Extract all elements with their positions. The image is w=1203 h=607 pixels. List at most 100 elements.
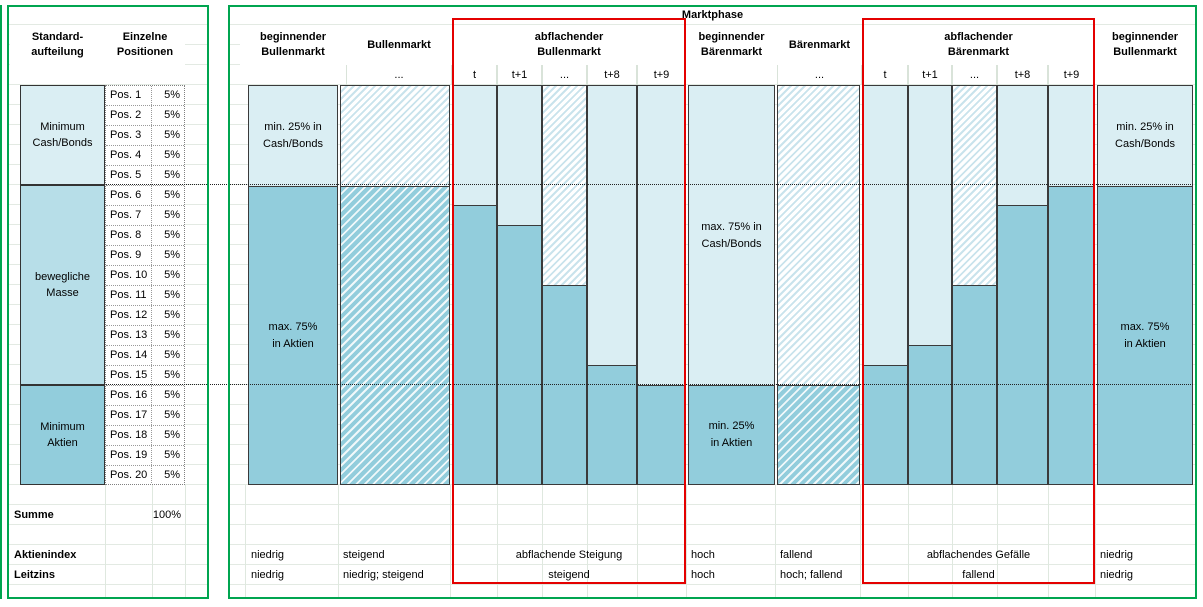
block-label-line: bewegliche <box>34 271 91 283</box>
summe-value: 100% <box>152 509 181 521</box>
position-label: Pos. 16 <box>106 386 152 405</box>
phase-header-beginnender-baerenmarkt: beginnender Bärenmarkt <box>686 25 777 65</box>
block-bewegliche-masse: bewegliche Masse <box>20 185 105 385</box>
tick-bullenmarkt-dots: ... <box>346 65 452 85</box>
vertical-gridline <box>152 485 153 598</box>
cash-bonds-segment <box>998 86 1047 205</box>
stacked-bar-abflachender-b-renmarkt <box>952 85 997 485</box>
position-value: 5% <box>164 269 180 281</box>
position-row: Pos. 1 5% <box>106 86 184 106</box>
position-label: Pos. 4 <box>106 146 152 165</box>
cash-bonds-segment <box>341 86 449 186</box>
bar-label: Cash/Bonds <box>263 138 323 150</box>
header-line: Bärenmarkt <box>788 38 851 51</box>
leitzins-row-label: Leitzins <box>14 569 55 581</box>
stacked-bar-beginnender-bullenmarkt: min. 25% in Cash/Bonds max. 75% in Aktien <box>1097 85 1193 485</box>
leitzins-value-4: hoch; fallend <box>780 569 843 581</box>
tick-bull-t9: t+9 <box>637 65 686 85</box>
position-value: 5% <box>164 389 180 401</box>
cash-bonds-segment <box>543 86 586 285</box>
cash-bonds-segment <box>588 86 636 365</box>
position-label: Pos. 15 <box>106 366 152 385</box>
tick-bull-dots: ... <box>542 65 587 85</box>
cash-bonds-segment <box>863 86 907 365</box>
vertical-gridline <box>997 485 998 598</box>
aktien-segment: min. 25% in Aktien <box>689 385 774 484</box>
position-label: Pos. 19 <box>106 446 152 465</box>
reference-line-25pct <box>106 184 1193 185</box>
tick-baer-t1: t+1 <box>908 65 952 85</box>
phase-header-beginnender-bullenmarkt-1: beginnender Bullenmarkt <box>240 25 346 65</box>
vertical-gridline <box>637 485 638 598</box>
aktien-segment <box>998 205 1047 484</box>
position-value: 5% <box>164 369 180 381</box>
vertical-gridline <box>185 485 186 598</box>
cash-bonds-segment: min. 25% in Cash/Bonds <box>249 86 337 186</box>
cash-bonds-segment <box>1049 86 1093 186</box>
block-label-line: Aktien <box>47 437 78 449</box>
stacked-bar-abflachender-b-renmarkt-t-1 <box>908 85 952 485</box>
position-row: Pos. 12 5% <box>106 306 184 326</box>
position-value: 5% <box>164 169 180 181</box>
aktien-segment <box>498 225 541 484</box>
tick-bull-t8: t+8 <box>587 65 637 85</box>
bar-label: max. 75% <box>268 320 318 333</box>
vertical-gridline <box>860 485 861 598</box>
stacked-bar-abflachender-b-renmarkt-t-8 <box>997 85 1048 485</box>
position-row: Pos. 16 5% <box>106 386 184 406</box>
position-row: Pos. 4 5% <box>106 146 184 166</box>
header-line: Bullenmarkt <box>1113 46 1177 58</box>
tick-bull-t: t <box>452 65 497 85</box>
vertical-gridline <box>245 485 246 598</box>
position-value: 5% <box>164 209 180 221</box>
position-value: 5% <box>164 149 180 161</box>
standard-aufteilung-header: Standard- aufteilung <box>10 25 105 65</box>
bar-label: max. 75% in <box>701 220 762 233</box>
aktienindex-value-3: hoch <box>691 549 715 561</box>
aktien-segment <box>588 365 636 484</box>
vertical-gridline <box>1048 485 1049 598</box>
aktien-segment: max. 75% in Aktien <box>249 186 337 484</box>
aktien-segment: max. 75% in Aktien <box>1098 186 1192 484</box>
cash-bonds-segment: max. 75% in Cash/Bonds <box>689 86 774 385</box>
leitzins-value-6: niedrig <box>1100 569 1134 581</box>
cash-bonds-segment <box>778 86 859 385</box>
einzelne-positionen-header: Einzelne Positionen <box>105 25 185 65</box>
tick-baer-t9: t+9 <box>1048 65 1095 85</box>
reference-line-75pct <box>106 384 1193 385</box>
position-value: 5% <box>164 449 180 461</box>
cash-bonds-segment: min. 25% in Cash/Bonds <box>1098 86 1192 186</box>
position-row: Pos. 19 5% <box>106 446 184 466</box>
tick-baer-t8: t+8 <box>997 65 1048 85</box>
block-minimum-aktien: Minimum Aktien <box>20 385 105 485</box>
block-label-line: Cash/Bonds <box>32 137 93 149</box>
vertical-gridline <box>497 485 498 598</box>
positions-table: Pos. 1 5% Pos. 2 5% Pos. 3 5% Pos. 4 5% Pos. 5 5%… <box>105 85 185 485</box>
position-row: Pos. 14 5% <box>106 346 184 366</box>
header-line: beginnender <box>698 31 765 43</box>
position-row: Pos. 13 5% <box>106 326 184 346</box>
aktienindex-value-6: niedrig <box>1100 549 1134 561</box>
stacked-bar-abflachender-bullenmarkt <box>542 85 587 485</box>
header-line: aufteilung <box>31 46 84 58</box>
aktien-segment <box>863 365 907 484</box>
position-value: 5% <box>164 249 180 261</box>
vertical-gridline <box>450 485 451 598</box>
block-label-line: Minimum <box>40 421 85 433</box>
cash-bonds-segment <box>498 86 541 225</box>
cash-bonds-segment <box>909 86 951 345</box>
aktienindex-value-1: steigend <box>343 549 385 561</box>
bar-label: in Aktien <box>710 437 753 449</box>
header-line: Bullenmarkt <box>367 38 431 51</box>
tick-baer-t: t <box>862 65 908 85</box>
position-row: Pos. 7 5% <box>106 206 184 226</box>
position-value: 5% <box>164 329 180 341</box>
block-minimum-cash-bonds: Minimum Cash/Bonds <box>20 85 105 185</box>
bar-label: Cash/Bonds <box>1115 138 1175 150</box>
position-value: 5% <box>164 129 180 141</box>
position-value: 5% <box>164 289 180 301</box>
bar-label: min. 25% in <box>264 121 322 133</box>
position-value: 5% <box>164 309 180 321</box>
header-line: abflachender <box>534 31 604 43</box>
block-label-line: Masse <box>46 287 79 299</box>
